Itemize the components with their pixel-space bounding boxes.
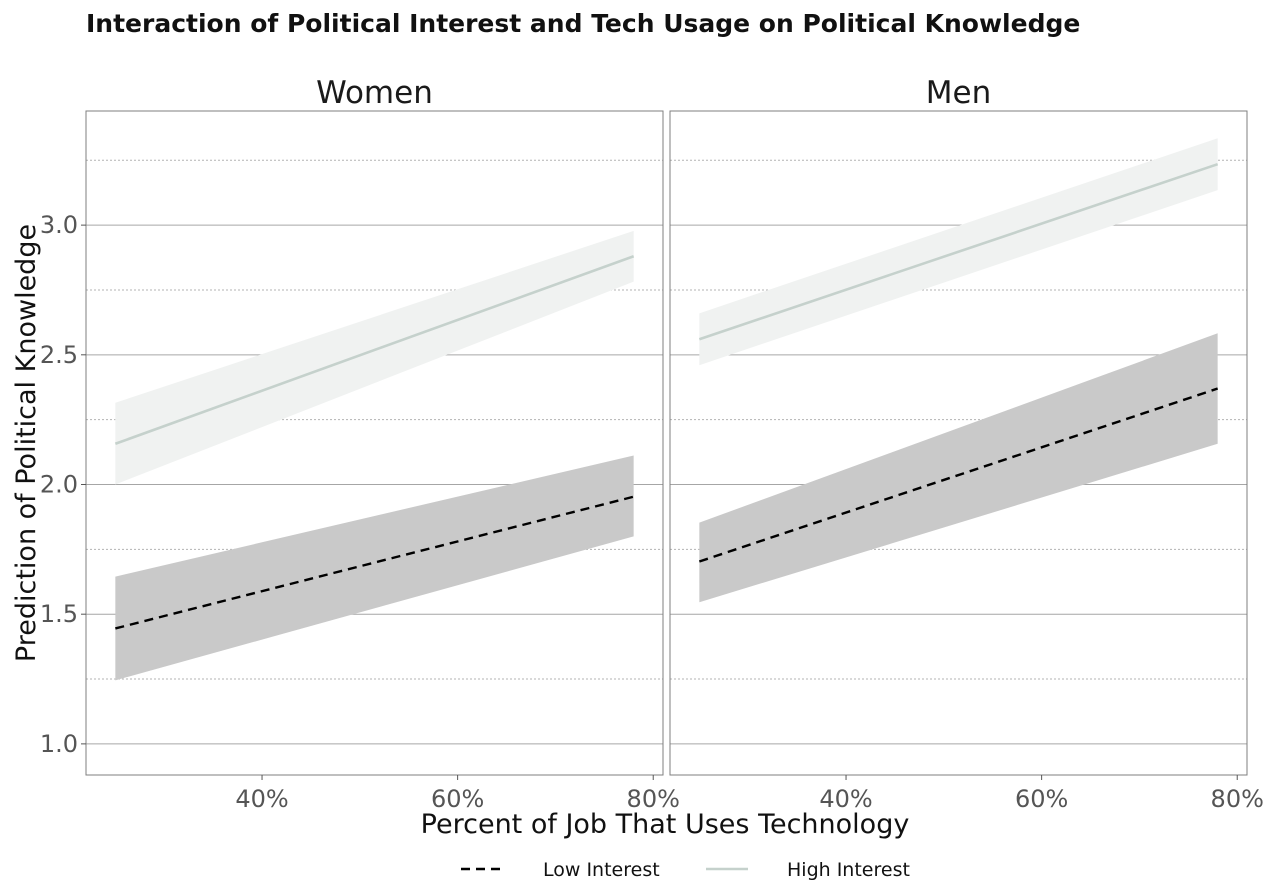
y-tick-label: 2.0	[40, 471, 78, 499]
series-line	[114, 255, 635, 446]
series-line	[698, 387, 1219, 563]
chart-title: Interaction of Political Interest and Te…	[86, 9, 1080, 38]
panel-1: Men 40% 60% 80%	[669, 75, 1264, 813]
y-tick-label: 2.5	[40, 341, 78, 369]
x-tick-label: 60%	[431, 785, 484, 813]
panel-label: Women	[316, 75, 433, 111]
panel-label: Men	[926, 75, 991, 111]
y-tick-label: 1.0	[40, 730, 78, 758]
legend: Low Interest High Interest	[461, 859, 910, 881]
y-tick-label: 1.5	[40, 600, 78, 628]
series-line	[698, 162, 1219, 341]
x-tick-label: 40%	[819, 785, 872, 813]
y-tick-label: 3.0	[40, 211, 78, 239]
y-axis-title: Prediction of Political Knowledge	[11, 224, 42, 662]
x-tick-label: 80%	[627, 785, 680, 813]
confidence-band	[115, 455, 634, 681]
legend-label: High Interest	[787, 859, 910, 881]
x-axis-title: Percent of Job That Uses Technology	[421, 809, 910, 840]
legend-label: Low Interest	[543, 859, 660, 881]
x-tick-label: 80%	[1211, 785, 1264, 813]
confidence-band	[699, 333, 1218, 603]
panel-border	[85, 110, 664, 776]
panels: Women 40% 60% 80% 1.0 1.5 2.0 2.5 3.0 Men 40% 60% 80…	[40, 75, 1264, 813]
panel-0: Women 40% 60% 80% 1.0 1.5 2.0 2.5 3.0	[40, 75, 680, 813]
panel-border	[669, 110, 1248, 776]
x-tick-label: 40%	[235, 785, 288, 813]
confidence-band	[115, 230, 634, 485]
x-tick-label: 60%	[1015, 785, 1068, 813]
